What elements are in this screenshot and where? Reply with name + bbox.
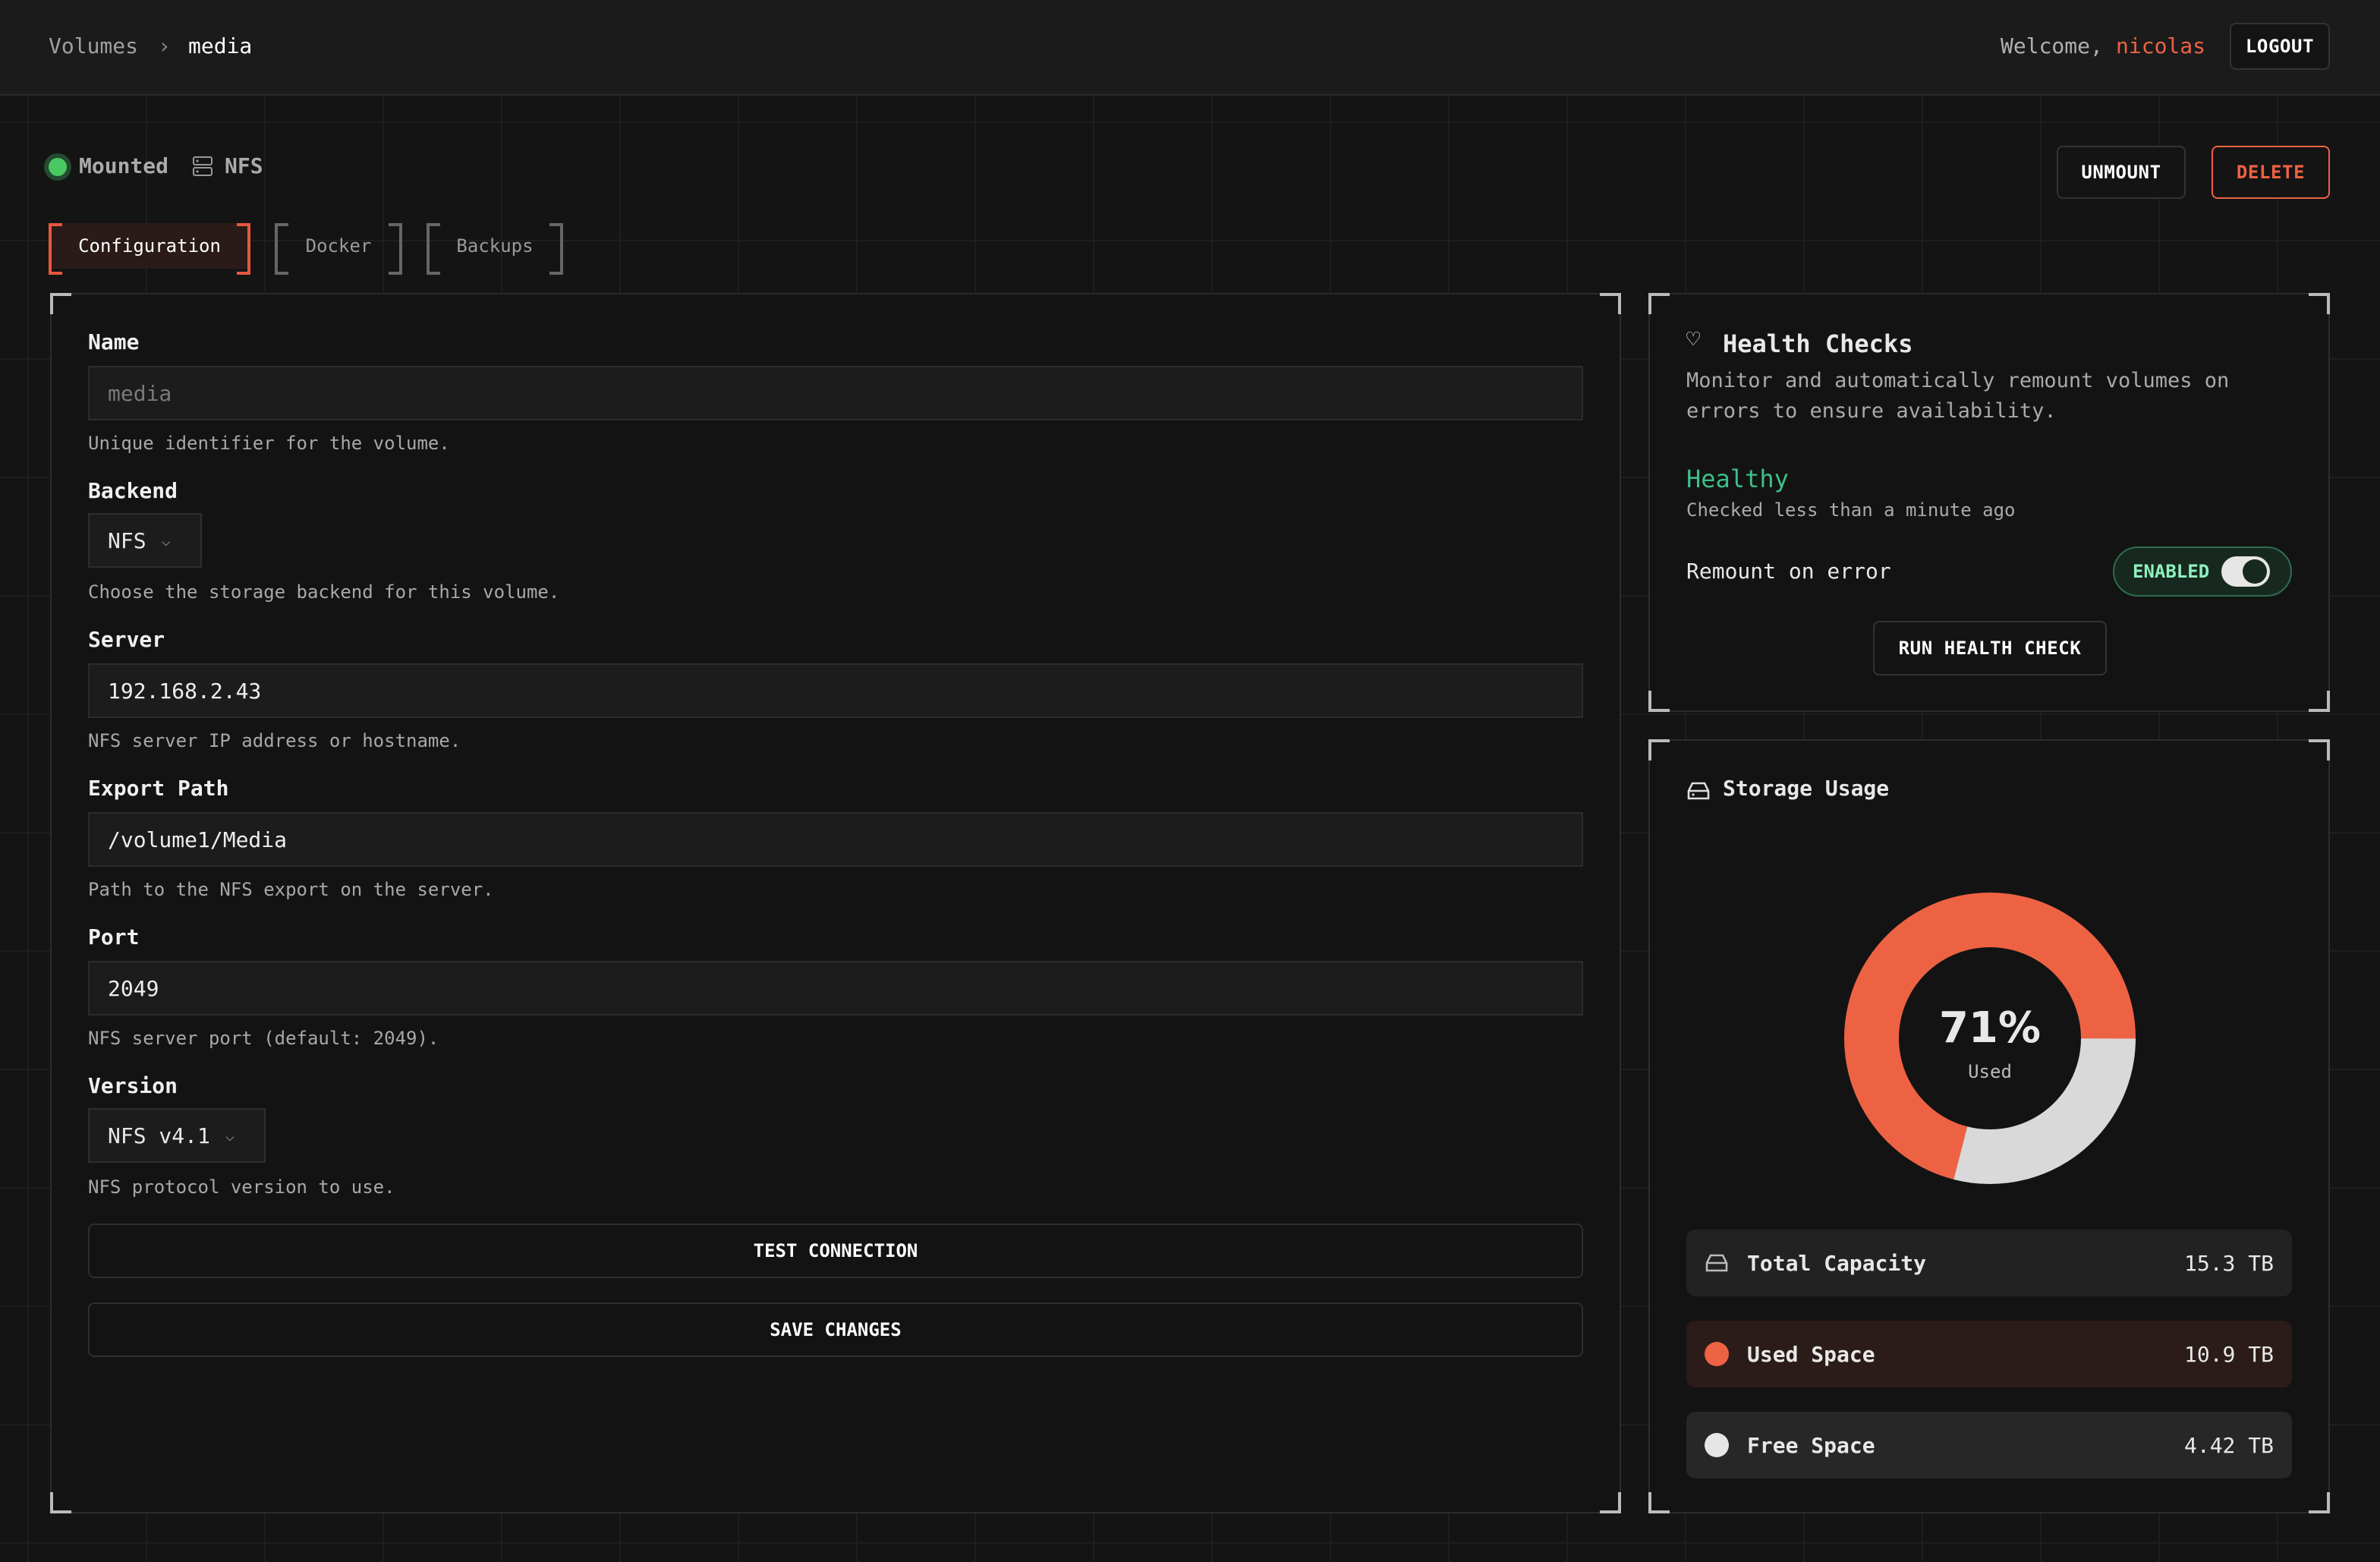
delete-button[interactable]: DELETE <box>2212 146 2330 199</box>
top-bar: Volumes › media Welcome, nicolas LOGOUT <box>0 0 2380 96</box>
remount-label: Remount on error <box>1686 559 1891 584</box>
toggle-label: ENABLED <box>2133 561 2210 582</box>
server-input[interactable]: 192.168.2.43 <box>88 663 1583 718</box>
server-label: Server <box>88 627 165 652</box>
configuration-panel: Name media Unique identifier for the vol… <box>50 293 1621 1513</box>
used-percent: 71% <box>1938 1003 2042 1053</box>
export-path-label: Export Path <box>88 776 229 801</box>
used-space-arc <box>1844 893 2136 1184</box>
mounted-status-icon <box>44 153 71 181</box>
run-health-check-button[interactable]: RUN HEALTH CHECK <box>1873 621 2107 676</box>
breadcrumb-volumes[interactable]: Volumes <box>49 33 139 58</box>
tab-configuration[interactable]: Configuration <box>49 223 250 275</box>
total-capacity-value: 15.3 TB <box>2183 1250 2274 1276</box>
username: nicolas <box>2116 33 2206 58</box>
backend-label: Backend <box>88 478 178 503</box>
chevron-down-icon: ⌵ <box>225 1126 235 1145</box>
version-value: NFS v4.1 <box>108 1123 210 1148</box>
name-help: Unique identifier for the volume. <box>88 433 450 454</box>
health-description: Monitor and automatically remount volume… <box>1686 369 2230 423</box>
port-input[interactable]: 2049 <box>88 961 1583 1016</box>
welcome-text: Welcome, <box>2001 33 2103 58</box>
free-space-label: Free Space <box>1747 1432 1875 1458</box>
version-select[interactable]: NFS v4.1 ⌵ <box>88 1108 266 1163</box>
used-space-label: Used Space <box>1747 1341 1875 1367</box>
port-help: NFS server port (default: 2049). <box>88 1028 439 1049</box>
logout-button[interactable]: LOGOUT <box>2230 23 2330 70</box>
version-help: NFS protocol version to use. <box>88 1176 395 1198</box>
save-changes-button[interactable]: SAVE CHANGES <box>88 1302 1583 1357</box>
chevron-down-icon: ⌵ <box>161 531 171 550</box>
used-color-dot <box>1705 1342 1729 1366</box>
total-capacity-row: Total Capacity 15.3 TB <box>1686 1230 2292 1296</box>
storage-donut-chart <box>1844 893 2136 1184</box>
health-checks-panel: ♡ Health Checks Monitor and automaticall… <box>1648 293 2330 712</box>
mounted-status: Mounted <box>79 153 169 178</box>
storage-usage-panel: Storage Usage 71% Used Total Capacity 15.… <box>1648 739 2330 1513</box>
export-path-help: Path to the NFS export on the server. <box>88 879 494 900</box>
breadcrumb-separator-icon: › <box>158 33 171 58</box>
storage-title: Storage Usage <box>1723 776 1890 801</box>
free-space-row: Free Space 4.42 TB <box>1686 1412 2292 1479</box>
toggle-switch <box>2221 556 2271 587</box>
free-space-value: 4.42 TB <box>2183 1432 2274 1458</box>
remount-toggle[interactable]: ENABLED <box>2113 546 2292 597</box>
unmount-button[interactable]: UNMOUNT <box>2057 146 2186 199</box>
breadcrumb-current: media <box>188 33 253 58</box>
backend-help: Choose the storage backend for this volu… <box>88 581 560 603</box>
used-percent-label: Used <box>1968 1061 2012 1082</box>
version-label: Version <box>88 1073 178 1098</box>
hard-drive-icon <box>1687 782 1710 800</box>
export-path-input[interactable]: /volume1/Media <box>88 812 1583 867</box>
used-space-value: 10.9 TB <box>2183 1341 2274 1367</box>
hard-drive-icon <box>1705 1254 1728 1272</box>
server-icon <box>193 156 212 176</box>
free-color-dot <box>1705 1433 1729 1457</box>
health-last-checked: Checked less than a minute ago <box>1686 499 2016 521</box>
test-connection-button[interactable]: TEST CONNECTION <box>88 1223 1583 1278</box>
server-help: NFS server IP address or hostname. <box>88 730 461 751</box>
used-space-row: Used Space 10.9 TB <box>1686 1321 2292 1387</box>
backend-select[interactable]: NFS ⌵ <box>88 513 202 568</box>
health-title: Health Checks <box>1723 329 1913 358</box>
heart-icon: ♡ <box>1686 326 1701 353</box>
backend-type: NFS <box>225 153 263 178</box>
name-input[interactable]: media <box>88 366 1583 420</box>
health-state: Healthy <box>1686 465 1789 493</box>
backend-value: NFS <box>108 527 146 553</box>
port-label: Port <box>88 924 140 949</box>
tab-docker[interactable]: Docker <box>275 223 402 275</box>
tab-backups[interactable]: Backups <box>427 223 563 275</box>
total-capacity-label: Total Capacity <box>1747 1250 1927 1276</box>
name-label: Name <box>88 329 140 354</box>
